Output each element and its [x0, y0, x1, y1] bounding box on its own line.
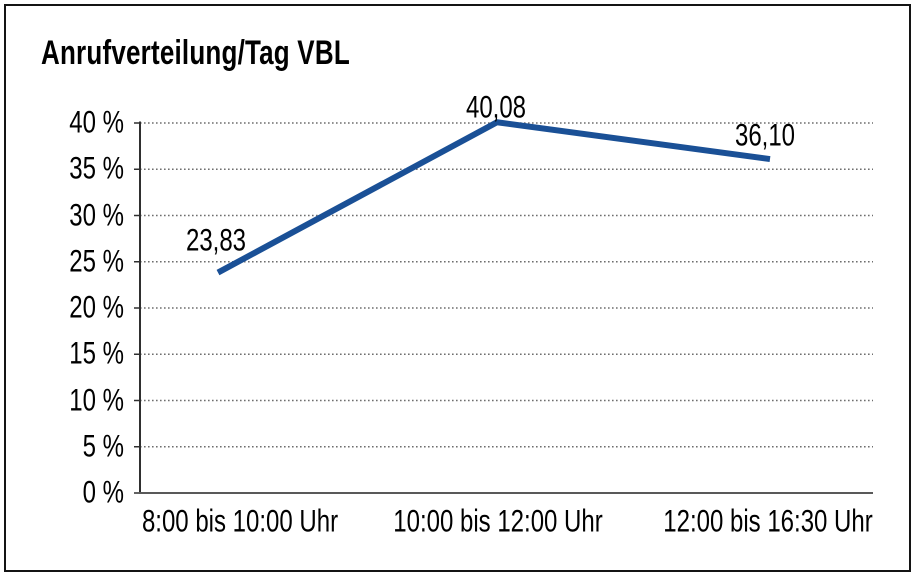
x-category-label: 12:00 bis 16:30 Uhr — [663, 503, 873, 540]
data-label: 40,08 — [465, 89, 527, 126]
y-tick-label: 30 % — [69, 196, 124, 233]
data-label: 36,10 — [734, 117, 796, 154]
y-tick-label: 5 % — [82, 428, 124, 465]
y-tick-label: 35 % — [69, 150, 124, 187]
y-tick-label: 40 % — [69, 104, 124, 141]
y-tick-label: 0 % — [82, 474, 124, 511]
data-label: 23,83 — [185, 222, 247, 259]
x-category-label: 10:00 bis 12:00 Uhr — [393, 503, 603, 540]
series-line — [216, 119, 771, 276]
y-tick-label: 20 % — [69, 289, 124, 326]
y-tick-label: 10 % — [69, 381, 124, 418]
y-tick-label: 15 % — [69, 335, 124, 372]
y-tick-label: 25 % — [69, 243, 124, 280]
chart-title: Anrufverteilung/Tag VBL — [41, 32, 350, 72]
x-category-label: 8:00 bis 10:00 Uhr — [141, 503, 339, 540]
